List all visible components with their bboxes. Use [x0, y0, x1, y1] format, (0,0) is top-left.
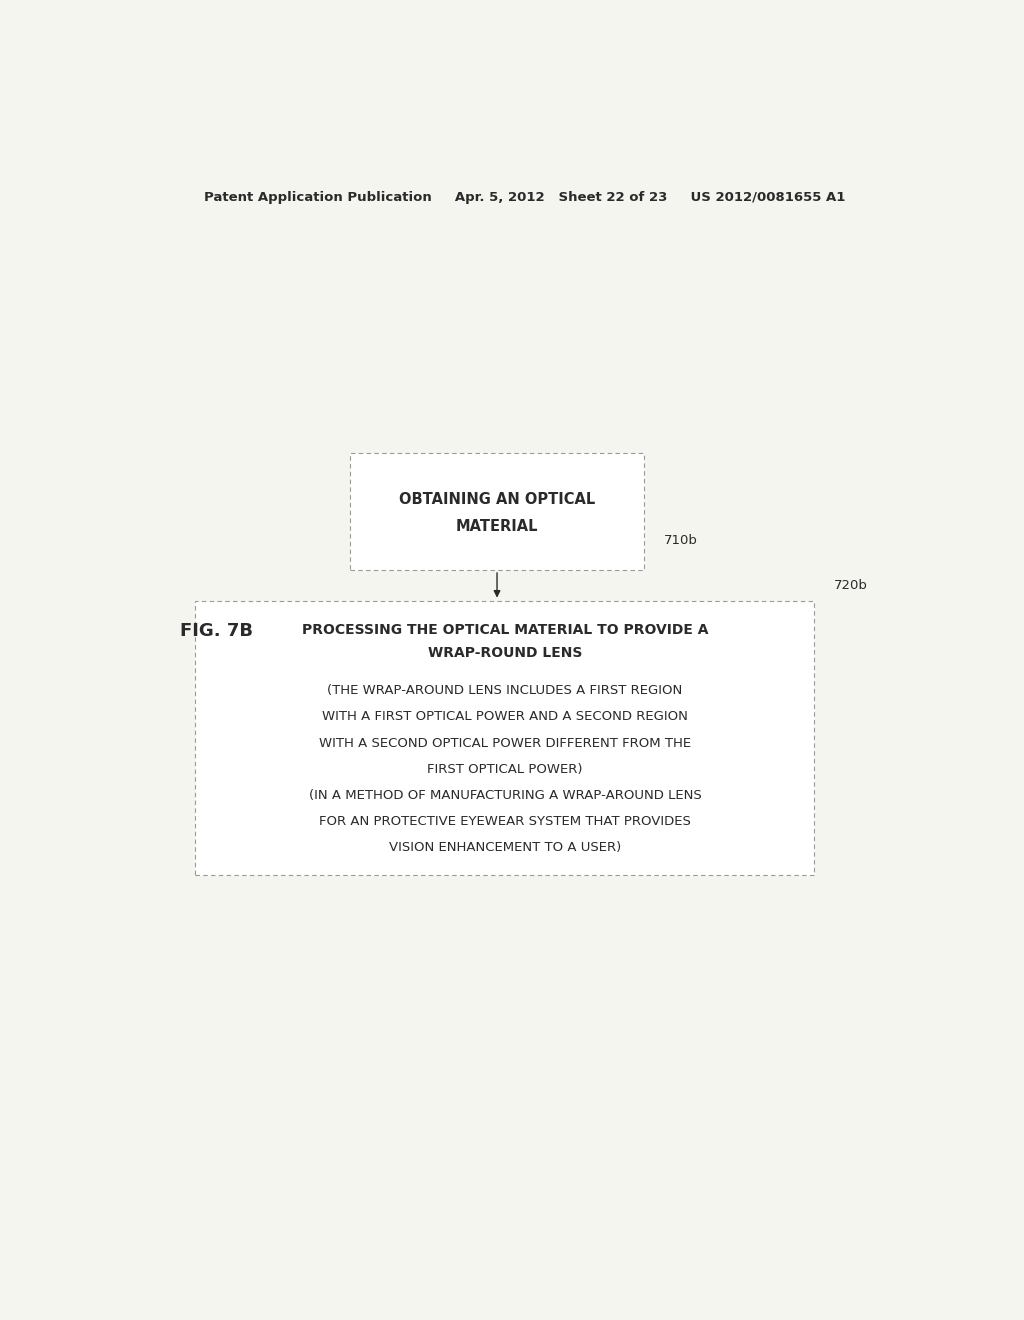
Text: 720b: 720b — [835, 578, 868, 591]
Text: (THE WRAP-AROUND LENS INCLUDES A FIRST REGION: (THE WRAP-AROUND LENS INCLUDES A FIRST R… — [328, 684, 683, 697]
Text: 710b: 710b — [664, 535, 697, 548]
Text: WITH A FIRST OPTICAL POWER AND A SECOND REGION: WITH A FIRST OPTICAL POWER AND A SECOND … — [322, 710, 688, 723]
Text: OBTAINING AN OPTICAL: OBTAINING AN OPTICAL — [399, 492, 595, 507]
Text: Patent Application Publication     Apr. 5, 2012   Sheet 22 of 23     US 2012/008: Patent Application Publication Apr. 5, 2… — [204, 190, 846, 203]
Text: FIG. 7B: FIG. 7B — [179, 622, 253, 640]
Bar — [196, 601, 814, 875]
Text: VISION ENHANCEMENT TO A USER): VISION ENHANCEMENT TO A USER) — [389, 841, 622, 854]
Text: FOR AN PROTECTIVE EYEWEAR SYSTEM THAT PROVIDES: FOR AN PROTECTIVE EYEWEAR SYSTEM THAT PR… — [319, 814, 691, 828]
Text: FIRST OPTICAL POWER): FIRST OPTICAL POWER) — [427, 763, 583, 776]
Text: PROCESSING THE OPTICAL MATERIAL TO PROVIDE A: PROCESSING THE OPTICAL MATERIAL TO PROVI… — [302, 623, 709, 636]
Text: WITH A SECOND OPTICAL POWER DIFFERENT FROM THE: WITH A SECOND OPTICAL POWER DIFFERENT FR… — [318, 737, 691, 750]
Text: MATERIAL: MATERIAL — [456, 519, 539, 535]
Text: (IN A METHOD OF MANUFACTURING A WRAP-AROUND LENS: (IN A METHOD OF MANUFACTURING A WRAP-ARO… — [308, 788, 701, 801]
Bar — [350, 453, 644, 570]
Text: WRAP-ROUND LENS: WRAP-ROUND LENS — [428, 647, 583, 660]
